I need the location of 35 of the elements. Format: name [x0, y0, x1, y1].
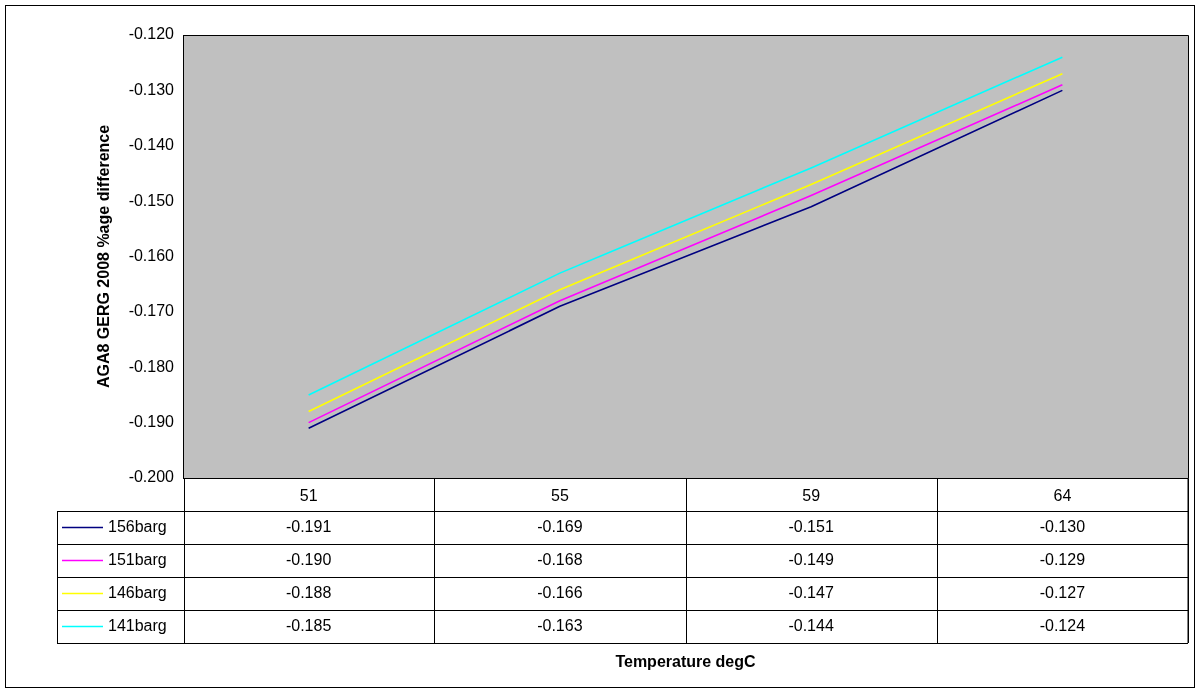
- y-tick-label: -0.120: [128, 25, 175, 43]
- legend-label: 146barg: [108, 583, 167, 601]
- y-tick-label: -0.200: [128, 468, 175, 486]
- y-tick-label: -0.130: [128, 80, 175, 98]
- data-label: -0.130: [1039, 517, 1086, 535]
- y-tick-label: -0.150: [128, 191, 175, 209]
- y-axis-title: AGA8 GERG 2008 %age difference: [95, 124, 113, 389]
- data-label: -0.188: [285, 583, 332, 601]
- y-tick-label: -0.160: [128, 246, 175, 264]
- data-label: -0.127: [1039, 583, 1086, 601]
- x-tick-label: 59: [802, 487, 821, 505]
- data-label: -0.169: [537, 517, 583, 535]
- text: Temperature degC: [615, 653, 757, 671]
- data-label: -0.124: [1039, 616, 1086, 634]
- data-label: -0.163: [537, 616, 583, 634]
- data-label: -0.168: [537, 550, 583, 568]
- data-label: -0.144: [788, 616, 834, 634]
- data-label: -0.129: [1039, 550, 1086, 568]
- y-tick-label: -0.140: [128, 136, 175, 154]
- x-tick-label: 51: [299, 487, 318, 505]
- data-label: -0.190: [285, 550, 332, 568]
- y-tick-label: -0.190: [128, 413, 175, 431]
- x-tick-label: 55: [550, 487, 569, 505]
- legend-label: 141barg: [108, 616, 167, 634]
- x-tick-label: 64: [1053, 487, 1072, 505]
- data-label: -0.191: [285, 517, 332, 535]
- data-label: -0.151: [788, 517, 834, 535]
- data-label: -0.149: [788, 550, 834, 568]
- y-tick-label: -0.170: [128, 302, 175, 320]
- data-label: -0.166: [537, 583, 583, 601]
- y-tick-label: -0.180: [128, 357, 175, 375]
- legend-label: 156barg: [108, 517, 167, 535]
- legend-label: 151barg: [108, 550, 167, 568]
- data-label: -0.147: [788, 583, 834, 601]
- data-label: -0.185: [285, 616, 332, 634]
